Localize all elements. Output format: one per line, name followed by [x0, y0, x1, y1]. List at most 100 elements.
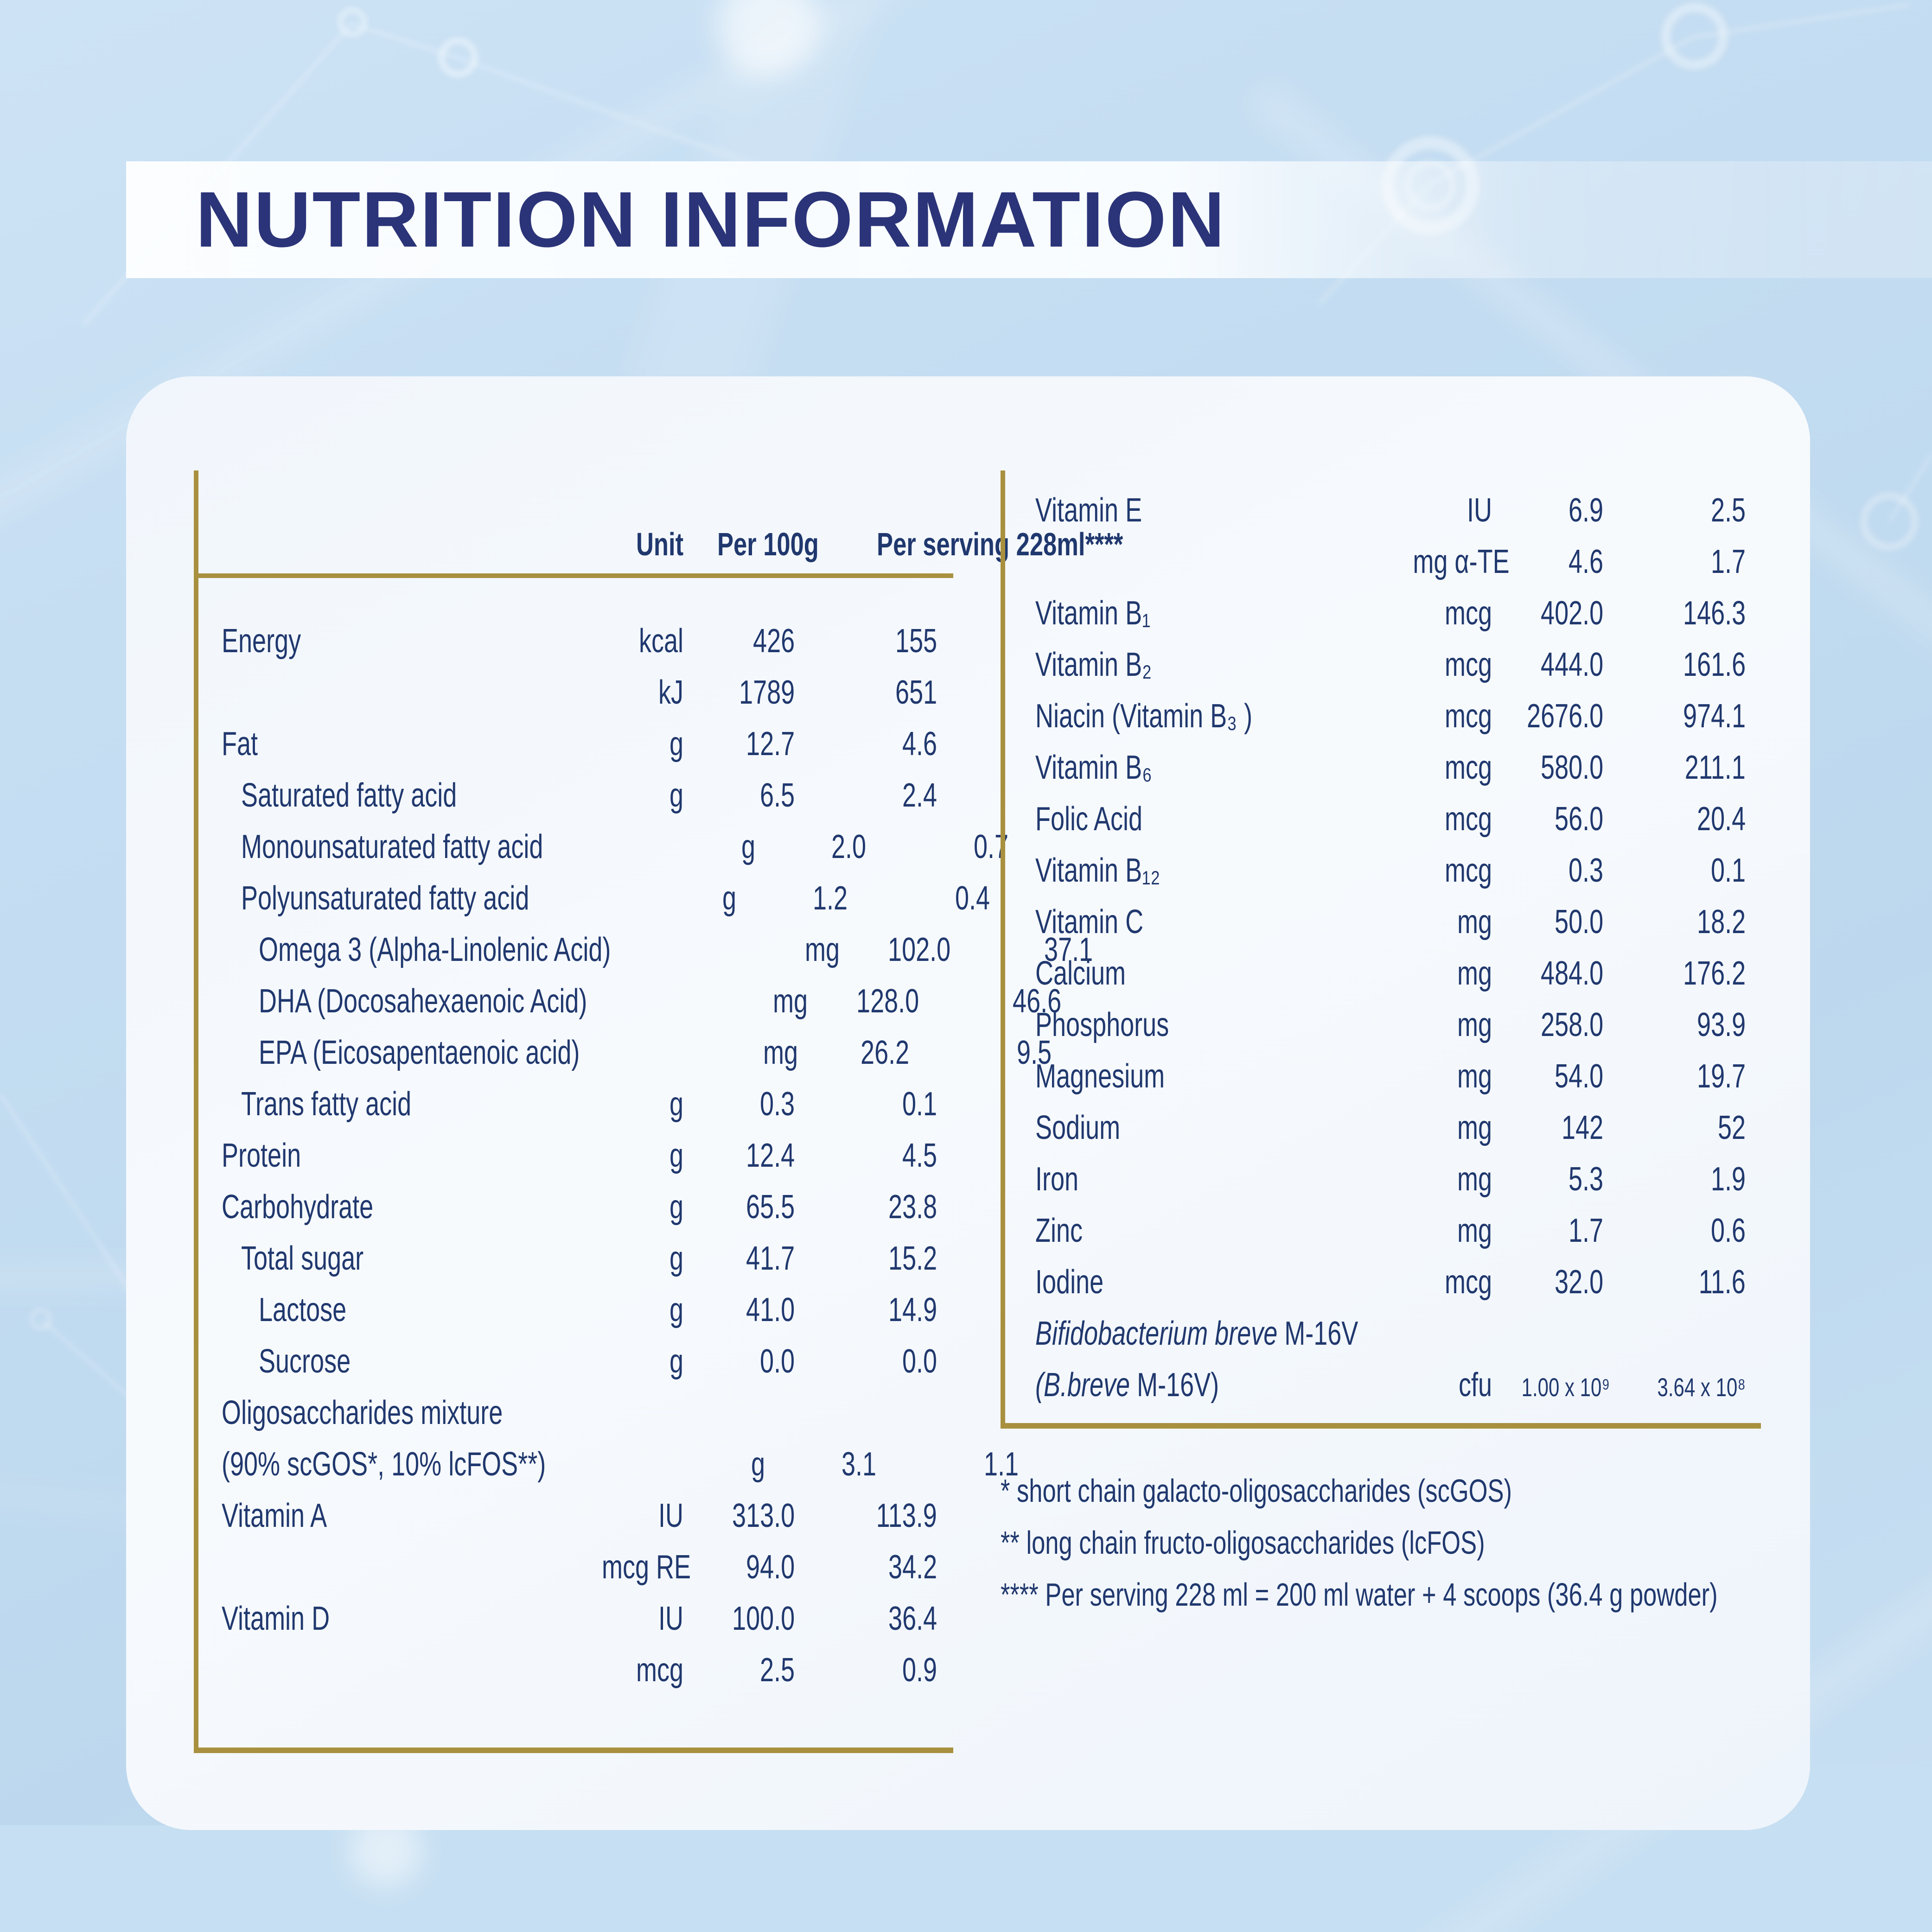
unit-cell: g	[644, 828, 755, 866]
unit-cell: mg	[1381, 903, 1492, 941]
nutrient-label: Bifidobacterium breve M-16V	[1035, 1315, 1358, 1353]
unit-value: g	[741, 828, 755, 866]
per-100g-value: 65.5	[746, 1188, 795, 1226]
per-serving-cell: 211.1	[1603, 749, 1746, 787]
nutrient-label: Vitamin B₆	[1035, 749, 1152, 787]
unit-value: mcg	[1445, 1263, 1492, 1301]
per-serving-value: 651	[895, 674, 937, 712]
per-serving-cell: 15.2	[795, 1239, 937, 1277]
per-100g-cell: 12.7	[683, 725, 795, 763]
nutrient-label: Vitamin B₁₂	[1035, 852, 1160, 890]
per-serving-cell: 176.2	[1603, 954, 1746, 992]
nutrient-label-cell: Vitamin B₂	[1035, 646, 1381, 684]
per-serving-cell: 20.4	[1603, 800, 1746, 838]
nutrient-label-cell: Bifidobacterium breve M-16V	[1035, 1315, 1466, 1353]
footnote-text: * short chain galacto-oligosaccharides (…	[1001, 1472, 1512, 1509]
nutrient-label-rest: M-16V)	[1130, 1366, 1219, 1404]
nutrient-label-cell: Sucrose	[222, 1342, 572, 1380]
nutrient-label-cell: Carbohydrate	[222, 1188, 572, 1226]
table-row: Lactose g 41.0 14.9	[198, 1284, 953, 1335]
table-row: Total sugar g 41.7 15.2	[198, 1233, 953, 1284]
unit-cell: g	[654, 1445, 765, 1483]
per-100g-cell: 94.0	[683, 1548, 795, 1586]
nutrient-label-cell	[1035, 543, 1381, 581]
per-100g-value: 1.2	[813, 879, 848, 917]
unit-cell: kJ	[572, 674, 683, 712]
unit-value: kcal	[639, 622, 683, 660]
per-100g-cell: 32.0	[1492, 1263, 1603, 1301]
per-100g-value: 54.0	[1555, 1057, 1603, 1095]
unit-cell: g	[572, 1239, 683, 1277]
nutrient-label: Folic Acid	[1035, 800, 1142, 838]
nutrient-label: Vitamin D	[222, 1600, 330, 1638]
table-row: Zinc mg 1.7 0.6	[1005, 1205, 1761, 1256]
per-100g-value: 56.0	[1555, 800, 1603, 838]
unit-cell: mg	[1381, 1160, 1492, 1198]
per-100g-value: 1.00 x 10⁹	[1522, 1372, 1610, 1402]
per-serving-cell: 0.1	[1603, 852, 1746, 890]
nutrient-label-italic: Bifidobacterium breve	[1035, 1315, 1277, 1352]
unit-value: kJ	[658, 674, 683, 712]
unit-value: IU	[658, 1497, 683, 1535]
per-100g-value: 6.9	[1569, 491, 1603, 529]
nutrient-label-cell: Lactose	[222, 1291, 572, 1329]
table-row: Monounsaturated fatty acid g 2.0 0.7	[198, 821, 953, 872]
per-100g-value: 50.0	[1555, 903, 1603, 941]
per-100g-cell: 1.2	[737, 879, 848, 917]
per-100g-cell: 2.0	[755, 828, 867, 866]
nutrient-label-cell: Niacin (Vitamin B₃ )	[1035, 697, 1381, 735]
table-row: DHA (Docosahexaenoic Acid) mg 128.0 46.6	[198, 975, 953, 1027]
nutrient-label-cell: Zinc	[1035, 1212, 1381, 1250]
footnote-text: **** Per serving 228 ml = 200 ml water +…	[1001, 1576, 1718, 1613]
table-row: Vitamin A IU 313.0 113.9	[198, 1490, 953, 1541]
nutrient-label: Omega 3 (Alpha-Linolenic Acid)	[259, 931, 611, 969]
table-body: Vitamin E IU 6.9 2.5 mg α-TE 4.6 1.7 Vit…	[1005, 470, 1761, 1411]
nutrient-label-cell: Total sugar	[222, 1239, 572, 1277]
table-row: Sodium mg 142 52	[1005, 1102, 1761, 1153]
nutrient-label: Total sugar	[241, 1239, 363, 1277]
unit-value: cfu	[1459, 1366, 1492, 1404]
table-row: Sucrose g 0.0 0.0	[198, 1335, 953, 1387]
per-serving-cell: 651	[795, 674, 937, 712]
unit-value: g	[751, 1445, 765, 1483]
per-100g-cell: 1.7	[1492, 1212, 1603, 1250]
per-serving-cell: 0.4	[848, 879, 990, 917]
per-serving-value: 20.4	[1697, 800, 1746, 838]
per-100g-cell: 6.9	[1492, 491, 1603, 529]
table-row: Iron mg 5.3 1.9	[1005, 1153, 1761, 1205]
nutrient-label: Monounsaturated fatty acid	[241, 828, 543, 866]
unit-cell: mg	[1381, 954, 1492, 992]
per-100g-value: 2.5	[760, 1651, 795, 1689]
per-100g-cell: 313.0	[683, 1497, 795, 1535]
unit-cell: g	[572, 725, 683, 763]
nutrient-label: (B.breve M-16V)	[1035, 1366, 1219, 1404]
per-serving-cell: 1.1	[876, 1445, 1019, 1483]
per-serving-cell: 0.1	[795, 1085, 937, 1123]
table-row: Niacin (Vitamin B₃ ) mcg 2676.0 974.1	[1005, 690, 1761, 742]
per-100g-cell: 6.5	[683, 776, 795, 814]
table-row: mcg RE 94.0 34.2	[198, 1541, 953, 1593]
unit-cell: mcg	[1381, 646, 1492, 684]
footnote-serving: **** Per serving 228 ml = 200 ml water +…	[1001, 1569, 1932, 1621]
unit-cell: mg	[1381, 1109, 1492, 1147]
per-serving-value: 3.64 x 10⁸	[1657, 1372, 1746, 1402]
nutrient-label: Oligosaccharides mixture	[222, 1394, 503, 1432]
unit-cell: mcg	[572, 1651, 683, 1689]
per-100g-value: 444.0	[1541, 646, 1603, 684]
header-unit-label: Unit	[636, 526, 683, 563]
nutrient-label: (90% scGOS*, 10% lcFOS**)	[222, 1445, 546, 1483]
nutrient-label-cell	[222, 674, 572, 712]
per-serving-value: 0.4	[955, 879, 990, 917]
unit-value: g	[670, 1342, 683, 1380]
page-title: NUTRITION INFORMATION	[196, 174, 1226, 265]
nutrient-label-cell: Saturated fatty acid	[222, 776, 572, 814]
per-100g-value: 426	[753, 622, 795, 660]
per-serving-cell	[819, 1394, 961, 1432]
per-100g-value: 5.3	[1569, 1160, 1603, 1198]
unit-value: mg	[1457, 1006, 1492, 1044]
per-100g-cell: 54.0	[1492, 1057, 1603, 1095]
per-100g-value: 2.0	[831, 828, 866, 866]
per-serving-cell: 0.6	[1603, 1212, 1746, 1250]
per-100g-value: 12.4	[746, 1137, 795, 1175]
table-row: (90% scGOS*, 10% lcFOS**) g 3.1 1.1	[198, 1438, 953, 1490]
